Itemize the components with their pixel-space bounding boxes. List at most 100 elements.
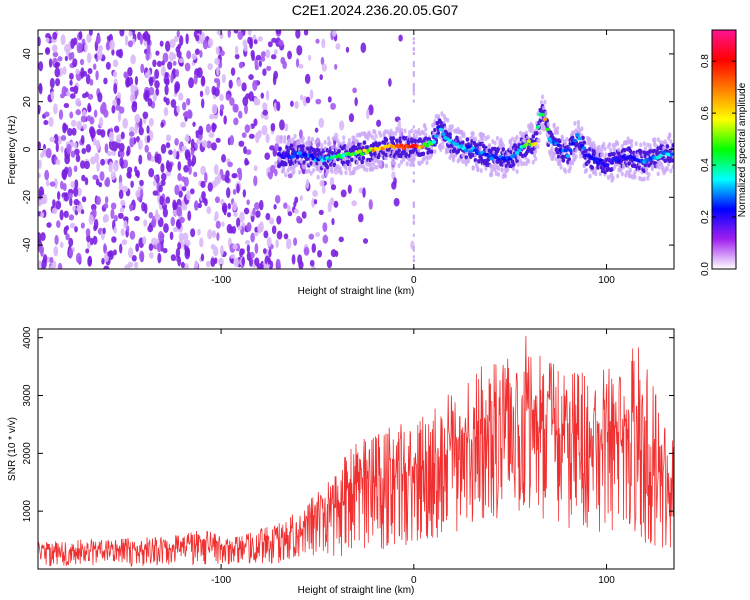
signal-halo: [564, 169, 568, 174]
noise-speckle: [260, 92, 265, 99]
noise-speckle: [84, 42, 88, 53]
noise-speckle: [130, 54, 136, 65]
noise-speckle: [238, 140, 245, 147]
noise-speckle: [191, 154, 197, 166]
noise-speckle: [144, 72, 149, 79]
noise-speckle: [254, 243, 259, 254]
noise-speckle: [201, 98, 205, 109]
noise-speckle: [126, 149, 130, 157]
noise-speckle: [366, 108, 370, 120]
noise-speckle: [221, 73, 226, 84]
x-tick-label: -100: [211, 275, 231, 286]
signal-halo: [301, 136, 305, 141]
signal-halo: [500, 167, 504, 172]
noise-speckle: [338, 120, 345, 131]
signal-halo: [568, 165, 572, 171]
noise-speckle: [293, 208, 299, 214]
noise-speckle: [246, 199, 250, 206]
signal-halo: [425, 160, 429, 166]
noise-speckle: [68, 214, 75, 221]
noise-speckle: [49, 265, 54, 269]
noise-speckle: [287, 211, 293, 217]
noise-speckle: [259, 221, 264, 233]
colorbar-tick-label: 0.2: [700, 210, 711, 224]
signal-halo: [559, 164, 563, 170]
noise-speckle: [214, 211, 219, 220]
noise-speckle: [60, 34, 66, 46]
noise-speckle: [412, 41, 415, 45]
signal-core: [514, 151, 520, 155]
signal-halo: [625, 169, 629, 175]
noise-speckle: [45, 179, 50, 187]
noise-speckle: [151, 219, 155, 227]
noise-speckle: [150, 156, 155, 163]
noise-speckle: [45, 147, 52, 159]
noise-speckle: [132, 85, 138, 92]
noise-speckle: [177, 172, 182, 182]
noise-speckle: [62, 124, 69, 131]
noise-speckle: [129, 92, 136, 104]
noise-speckle: [103, 243, 107, 254]
signal-halo: [441, 144, 445, 150]
signal-halo: [344, 165, 348, 171]
noise-speckle: [200, 165, 207, 176]
noise-speckle: [362, 238, 369, 244]
signal-halo: [537, 138, 541, 144]
signal-core: [440, 132, 446, 136]
noise-speckle: [100, 158, 106, 166]
noise-speckle: [119, 207, 125, 213]
signal-band: [477, 159, 481, 164]
noise-speckle: [195, 34, 200, 42]
noise-speckle: [56, 220, 61, 228]
noise-speckle: [130, 180, 134, 188]
noise-speckle: [322, 222, 328, 233]
noise-speckle: [233, 257, 240, 268]
signal-halo: [384, 163, 389, 169]
signal-halo: [440, 111, 444, 117]
noise-speckle: [148, 76, 154, 87]
noise-speckle: [270, 54, 277, 60]
signal-halo: [546, 122, 550, 127]
noise-speckle: [53, 245, 59, 257]
signal-halo: [292, 169, 296, 175]
signal-halo: [617, 147, 621, 153]
signal-halo: [512, 166, 516, 172]
signal-halo: [433, 149, 437, 154]
noise-speckle: [131, 254, 137, 262]
signal-halo: [375, 164, 379, 170]
noise-speckle: [133, 261, 139, 269]
noise-speckle: [303, 246, 310, 256]
noise-speckle: [87, 93, 94, 100]
noise-speckle: [262, 68, 267, 76]
noise-speckle: [139, 179, 144, 187]
noise-speckle: [208, 114, 215, 120]
signal-halo: [439, 147, 443, 152]
noise-speckle: [360, 42, 367, 53]
noise-speckle: [376, 119, 382, 128]
signal-halo: [650, 166, 655, 172]
signal-halo: [331, 136, 335, 142]
signal-band: [349, 157, 354, 163]
noise-speckle: [105, 41, 111, 51]
noise-speckle: [168, 149, 173, 155]
signal-halo: [594, 171, 598, 177]
noise-speckle: [84, 160, 90, 170]
noise-speckle: [412, 204, 415, 208]
signal-band: [429, 149, 434, 154]
noise-speckle: [122, 117, 129, 129]
noise-speckle: [393, 177, 397, 186]
noise-speckle: [146, 135, 151, 143]
noise-speckle: [102, 215, 107, 223]
noise-speckle: [232, 201, 238, 212]
noise-speckle: [221, 221, 225, 227]
noise-speckle: [198, 125, 204, 136]
signal-halo: [552, 123, 556, 129]
noise-speckle: [89, 79, 94, 86]
noise-speckle: [253, 175, 258, 187]
noise-speckle: [241, 82, 247, 92]
noise-speckle: [206, 140, 212, 149]
noise-speckle: [112, 59, 119, 68]
noise-speckle: [210, 243, 216, 250]
noise-speckle: [172, 199, 177, 210]
signal-core: [290, 155, 295, 159]
